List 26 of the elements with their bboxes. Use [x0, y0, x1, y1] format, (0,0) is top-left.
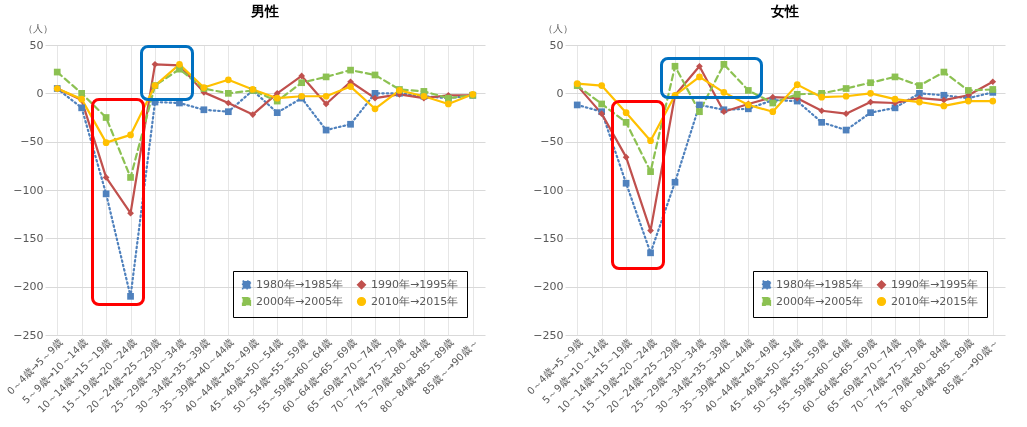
- y-tick-label: −200: [13, 280, 44, 294]
- y-tick-label: −250: [13, 328, 44, 342]
- y-tick-label: 0: [556, 86, 564, 100]
- legend-label: 2000年→2005年: [776, 294, 864, 308]
- y-axis-title: （人）: [542, 22, 573, 34]
- legend-label: 1980年→1985年: [776, 277, 864, 291]
- legend-label: 1990年→1995年: [891, 277, 979, 291]
- y-tick-label: 0: [36, 86, 44, 100]
- y-tick-label: −50: [540, 135, 564, 149]
- y-tick-label: −150: [533, 231, 564, 245]
- legend-label: 2010年→2015年: [891, 294, 979, 308]
- y-tick-label: 50: [29, 38, 44, 52]
- y-tick-label: −50: [20, 135, 44, 149]
- y-tick-label: 50: [549, 38, 564, 52]
- y-axis-title: （人）: [22, 22, 53, 34]
- y-tick-label: −250: [533, 328, 564, 342]
- y-tick-label: −100: [533, 183, 564, 197]
- y-tick-label: −200: [533, 280, 564, 294]
- legend-label: 2010年→2015年: [371, 294, 459, 308]
- chart-title: 男性: [250, 3, 279, 19]
- y-tick-label: −100: [13, 183, 44, 197]
- legend-label: 2000年→2005年: [256, 294, 344, 308]
- legend-label: 1980年→1985年: [256, 277, 344, 291]
- legend-label: 1990年→1995年: [371, 277, 459, 291]
- chart-title: 女性: [770, 3, 799, 19]
- y-tick-label: −150: [13, 231, 44, 245]
